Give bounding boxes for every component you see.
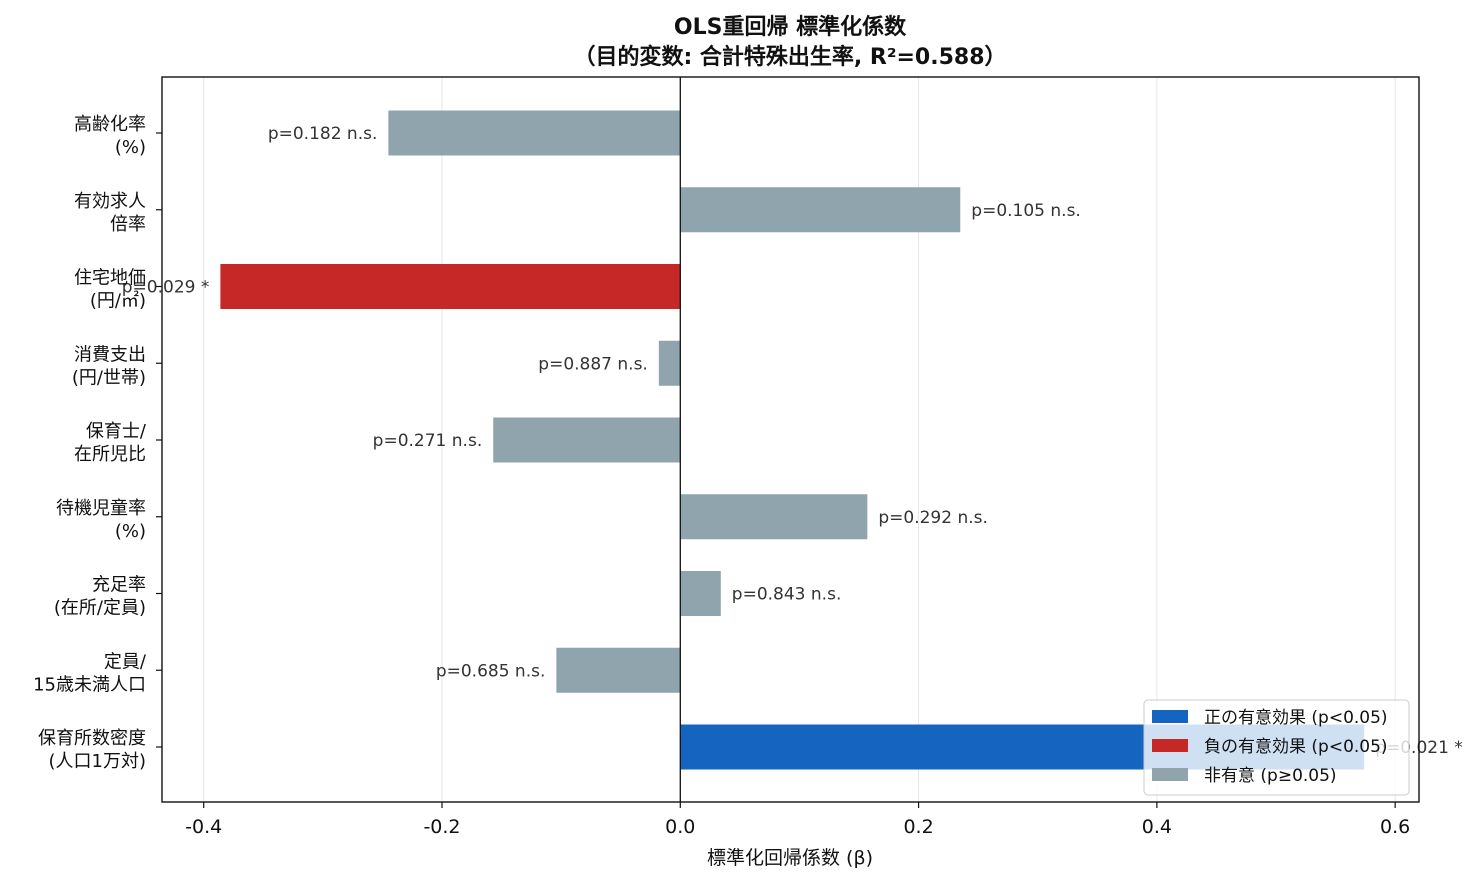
p-value-label: p=0.292 n.s. xyxy=(878,508,988,528)
y-tick-label: 充足率(在所/定員) xyxy=(54,575,146,619)
x-tick-label: -0.4 xyxy=(185,816,222,838)
bar xyxy=(658,340,681,386)
legend-label: 正の有意効果 (p<0.05) xyxy=(1204,708,1388,728)
legend-label: 非有意 (p≥0.05) xyxy=(1204,766,1337,786)
x-tick-label: 0.2 xyxy=(903,816,933,838)
bar xyxy=(680,494,868,540)
p-value-label: p=0.843 n.s. xyxy=(732,585,842,605)
legend-label: 負の有意効果 (p<0.05) xyxy=(1204,737,1388,757)
chart-title-line1: OLS重回帰 標準化係数 xyxy=(674,14,907,40)
y-tick-label: 高齢化率(%) xyxy=(74,114,146,158)
legend: 正の有意効果 (p<0.05) 負の有意効果 (p<0.05) 非有意 (p≥0.0… xyxy=(1143,699,1410,796)
p-value-label: p=0.029 * xyxy=(122,278,210,298)
p-value-labels: p=0.182 n.s. p=0.105 n.s. p=0.029 * p=0.887… xyxy=(122,124,1463,758)
p-value-label: p=0.887 n.s. xyxy=(538,354,648,374)
x-tick-label: 0.0 xyxy=(665,816,695,838)
p-value-label: p=0.685 n.s. xyxy=(436,661,546,681)
bar xyxy=(388,110,681,156)
legend-swatch xyxy=(1152,739,1188,752)
p-value-label: p=0.105 n.s. xyxy=(971,201,1081,221)
x-axis-label: 標準化回帰係数 (β) xyxy=(707,847,873,869)
plot-frame xyxy=(161,76,1420,803)
y-tick-label: 待機児童率(%) xyxy=(56,498,146,542)
p-value-label: p=0.182 n.s. xyxy=(268,124,378,144)
x-tick-label: 0.4 xyxy=(1142,816,1172,838)
y-tick-label: 保育士/在所児比 xyxy=(74,421,147,465)
bar xyxy=(493,417,681,463)
bar xyxy=(220,264,681,309)
y-tick-label: 保育所数密度(人口1万対) xyxy=(38,728,146,772)
bar xyxy=(556,647,681,693)
x-axis-ticks: -0.4 -0.2 0.0 0.2 0.4 0.6 xyxy=(185,802,1410,838)
y-tick-label: 住宅地価(円/㎡) xyxy=(74,268,146,312)
bars-group xyxy=(220,110,1365,770)
legend-swatch xyxy=(1152,710,1188,723)
bar xyxy=(680,187,961,233)
x-tick-label: -0.2 xyxy=(423,816,460,838)
y-tick-label: 有効求人倍率 xyxy=(74,191,146,235)
bar xyxy=(680,571,721,616)
chart-title-line2: （目的変数: 合計特殊出生率, R²=0.588） xyxy=(573,44,1006,70)
p-value-label: p=0.271 n.s. xyxy=(373,431,483,451)
legend-swatch xyxy=(1152,768,1188,781)
legend-box xyxy=(1143,699,1410,796)
y-tick-label: 消費支出(円/世帯) xyxy=(72,344,146,388)
y-tick-label: 定員/15歳未満人口 xyxy=(33,651,147,695)
x-tick-label: 0.6 xyxy=(1380,816,1410,838)
